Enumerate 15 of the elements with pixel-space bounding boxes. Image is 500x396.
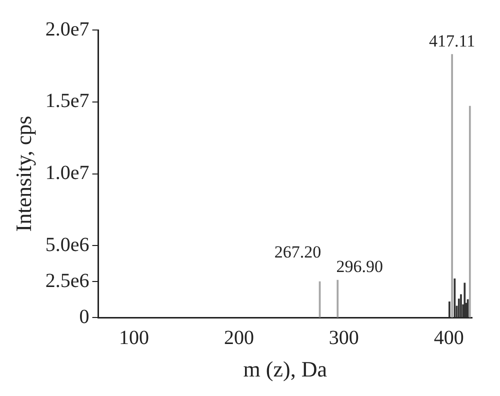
annotation: 417.11 [428, 31, 476, 50]
y-axis-title: Intensity, cps [10, 116, 36, 232]
x-axis-title: m (z), Da [243, 356, 328, 382]
annotation: 296.90 [336, 257, 384, 276]
y-tick-label: 2.0e7 [45, 18, 90, 40]
y-tick-label: 1.0e7 [45, 162, 90, 184]
x-tick-label: 200 [224, 326, 254, 349]
y-tick-label: 0 [79, 306, 90, 328]
y-tick-label: 1.5e7 [45, 90, 90, 112]
y-tick-label: 2.5e6 [45, 270, 90, 292]
annotation: 267.20 [274, 242, 322, 262]
x-tick-label: 400 [434, 326, 464, 349]
y-tick-label: 5.0e6 [45, 234, 90, 256]
x-tick-label: 300 [328, 326, 359, 349]
x-tick-label: 100 [118, 326, 149, 349]
